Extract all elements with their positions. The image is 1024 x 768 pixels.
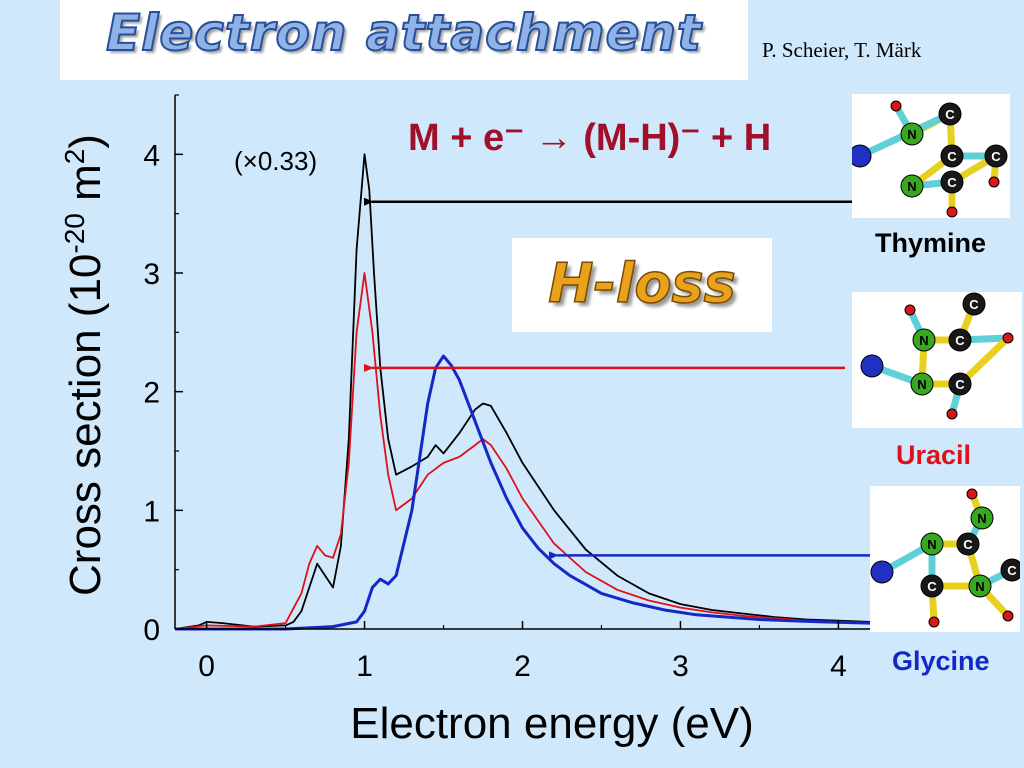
atom-n-sphere (900, 174, 924, 198)
atom-n-sphere (910, 372, 934, 396)
atom-h-sphere (988, 176, 1000, 188)
atom-c-sphere (938, 102, 962, 126)
atom-h-sphere (928, 616, 940, 628)
series-line-uracil (175, 272, 870, 630)
atom-h-sphere (946, 206, 958, 218)
arrows (364, 197, 870, 560)
atom-h-sphere (890, 100, 902, 112)
atom-c-sphere (948, 372, 972, 396)
atom-label: N (977, 511, 986, 526)
molecule-label-glycine: Glycine (892, 646, 990, 676)
atom-label: C (945, 107, 955, 122)
molecule-label-uracil: Uracil (896, 440, 972, 470)
atom-label: C (955, 377, 965, 392)
atom-c-sphere (920, 574, 944, 598)
atom-c-sphere (948, 328, 972, 352)
x-tick-label-3: 3 (672, 650, 689, 683)
x-tick-label-2: 2 (514, 650, 531, 683)
atom-h-sphere (904, 304, 916, 316)
title-banner: Electron attachment (60, 0, 748, 80)
atom-n-sphere (900, 122, 924, 146)
atom-label: C (1007, 563, 1017, 578)
h-loss-badge: H-loss (512, 238, 772, 332)
y-axis-label-sq: 2 (59, 149, 90, 165)
x-ticks: 0 1 2 3 4 (198, 621, 847, 683)
y-axis-label: Cross section (10-20 m2) (59, 134, 110, 596)
slide-title: Electron attachment (105, 3, 702, 63)
atom-label: C (991, 149, 1001, 164)
y-axis-label-unit: m (61, 164, 110, 213)
atom-n-sphere (920, 532, 944, 556)
scale-note: (×0.33) (234, 146, 317, 176)
atom-c-sphere (940, 170, 964, 194)
atom-n-sphere (968, 574, 992, 598)
atom-h-sphere (946, 408, 958, 420)
atom-c-sphere (962, 292, 986, 316)
atom-h-sphere (966, 488, 978, 500)
atom-n-sphere (912, 328, 936, 352)
atom-label: N (919, 333, 928, 348)
atom-o-sphere (870, 560, 894, 584)
x-tick-label-4: 4 (830, 650, 847, 683)
y-tick-label-2: 2 (143, 377, 160, 410)
y-tick-label-0: 0 (143, 614, 160, 647)
uracil-molecule-image: N C C N C (852, 292, 1022, 428)
atom-label: N (907, 179, 916, 194)
y-axis-label-close: ) (61, 134, 110, 149)
molecule-label-thymine: Thymine (875, 228, 987, 258)
atom-label: C (955, 333, 965, 348)
reaction-equation: M + e⁻ → (M-H)⁻ + H (408, 117, 771, 159)
series-line-thymine (175, 153, 870, 630)
series-line-glycine (175, 354, 870, 631)
y-ticks: 0 1 2 3 4 (143, 94, 183, 647)
y-tick-label-4: 4 (143, 139, 160, 172)
atom-label: C (927, 579, 937, 594)
atom-o-sphere (860, 354, 884, 378)
atom-h-sphere (1002, 332, 1014, 344)
thymine-molecule-icon: NCC CN C (848, 100, 1008, 218)
uracil-molecule-icon: N C C N C (860, 292, 1014, 420)
atom-h-sphere (1002, 610, 1014, 622)
plot-marks (175, 153, 870, 631)
atom-c-sphere (940, 144, 964, 168)
atom-label: N (917, 377, 926, 392)
atom-o-sphere (848, 144, 872, 168)
atom-label: N (907, 127, 916, 142)
atom-label: C (947, 149, 957, 164)
y-axis-label-main: Cross section (10 (61, 254, 110, 596)
h-loss-text: H-loss (548, 251, 737, 316)
y-tick-label-3: 3 (143, 258, 160, 291)
atom-label: C (963, 537, 973, 552)
x-tick-label-0: 0 (198, 650, 215, 683)
atom-label: N (975, 579, 984, 594)
y-axis-label-exp: -20 (59, 213, 90, 253)
atom-label: N (927, 537, 936, 552)
x-axis-label: Electron energy (eV) (350, 699, 754, 748)
atom-c-sphere (984, 144, 1008, 168)
atom-label: C (947, 175, 957, 190)
atom-n-sphere (970, 506, 994, 530)
y-tick-label-1: 1 (143, 495, 160, 528)
atom-c-sphere (956, 532, 980, 556)
atom-label: C (969, 297, 979, 312)
x-tick-label-1: 1 (356, 650, 373, 683)
authors: P. Scheier, T. Märk (762, 38, 922, 62)
